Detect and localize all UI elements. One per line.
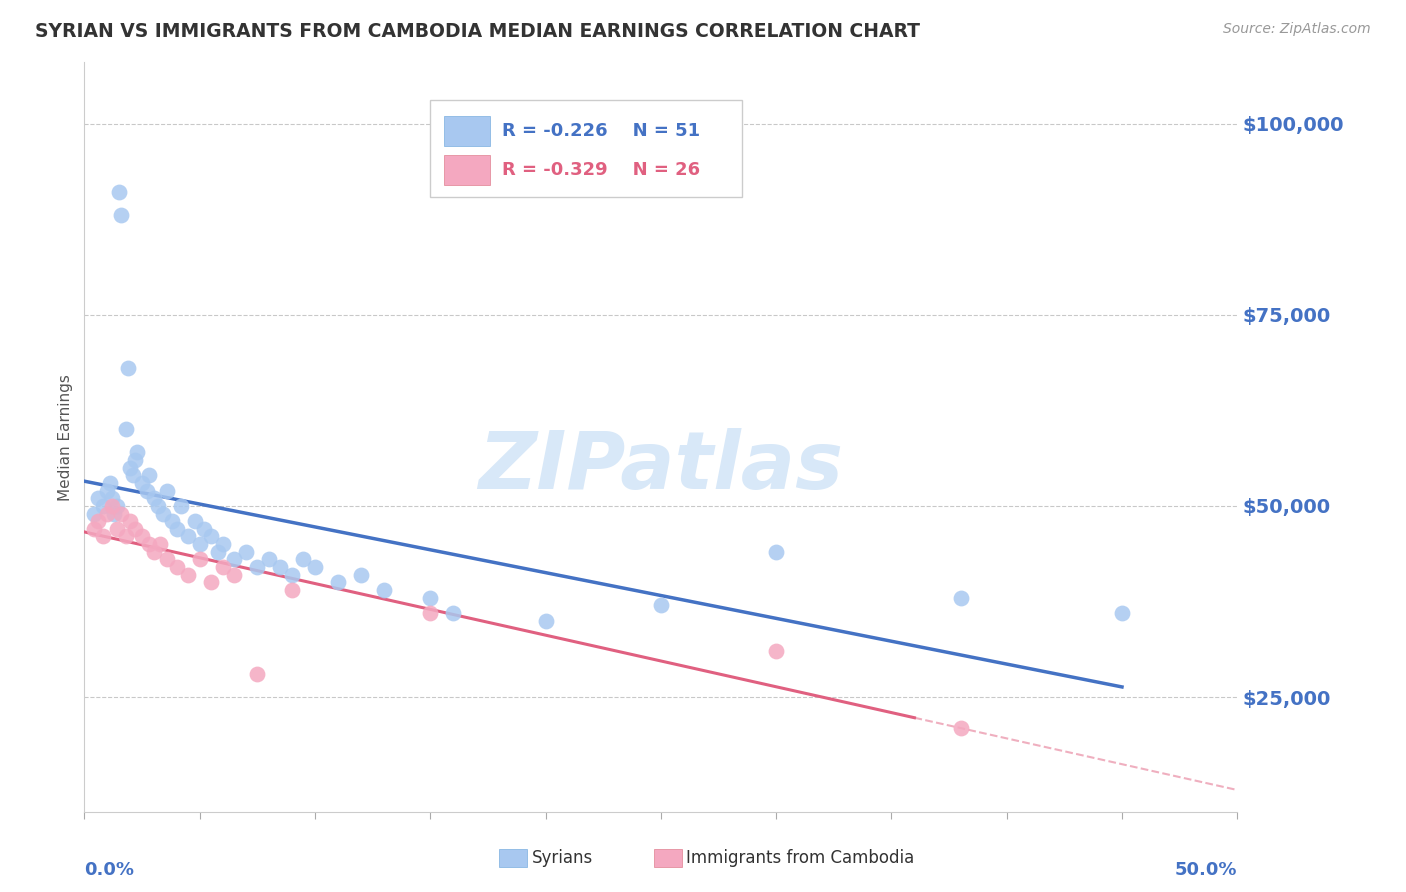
Text: SYRIAN VS IMMIGRANTS FROM CAMBODIA MEDIAN EARNINGS CORRELATION CHART: SYRIAN VS IMMIGRANTS FROM CAMBODIA MEDIA… xyxy=(35,22,920,41)
Point xyxy=(108,186,131,200)
Point xyxy=(419,591,441,605)
Point xyxy=(110,507,132,521)
Point xyxy=(281,582,304,597)
Point xyxy=(949,721,972,735)
Point xyxy=(83,522,105,536)
Point xyxy=(120,514,142,528)
Point xyxy=(650,599,672,613)
Text: ZIPatlas: ZIPatlas xyxy=(478,428,844,506)
Point xyxy=(103,507,125,521)
Point xyxy=(146,499,169,513)
Point xyxy=(149,537,172,551)
Point xyxy=(127,445,149,459)
FancyBboxPatch shape xyxy=(444,116,491,146)
Point xyxy=(177,567,200,582)
Point xyxy=(188,552,211,566)
Point xyxy=(441,606,464,620)
Point xyxy=(534,614,557,628)
Text: 50.0%: 50.0% xyxy=(1175,862,1237,880)
FancyBboxPatch shape xyxy=(430,100,741,197)
Point xyxy=(170,499,193,513)
Point xyxy=(121,468,143,483)
Point xyxy=(246,560,269,574)
Point xyxy=(419,606,441,620)
Point xyxy=(131,529,153,543)
Point xyxy=(105,522,128,536)
Point xyxy=(115,529,138,543)
Point xyxy=(166,522,188,536)
Point xyxy=(184,514,207,528)
Point xyxy=(120,460,142,475)
Point xyxy=(765,545,787,559)
Point xyxy=(160,514,183,528)
Point xyxy=(115,422,138,436)
Point xyxy=(91,529,114,543)
FancyBboxPatch shape xyxy=(444,155,491,186)
Point xyxy=(177,529,200,543)
Point xyxy=(188,537,211,551)
Point xyxy=(224,567,246,582)
Text: R = -0.329    N = 26: R = -0.329 N = 26 xyxy=(502,161,700,179)
Point xyxy=(101,499,124,513)
Point xyxy=(138,537,160,551)
Point xyxy=(326,575,349,590)
Text: 0.0%: 0.0% xyxy=(84,862,135,880)
Point xyxy=(91,499,114,513)
Point xyxy=(138,468,160,483)
Point xyxy=(142,491,165,506)
Point xyxy=(83,507,105,521)
Point xyxy=(124,453,146,467)
Point xyxy=(257,552,280,566)
Point xyxy=(135,483,157,498)
Point xyxy=(156,552,179,566)
Point xyxy=(98,475,121,490)
Point xyxy=(373,582,395,597)
Point xyxy=(207,545,229,559)
Point xyxy=(292,552,315,566)
Point xyxy=(304,560,326,574)
Point xyxy=(124,522,146,536)
Point xyxy=(131,475,153,490)
Point xyxy=(269,560,291,574)
Text: Syrians: Syrians xyxy=(531,849,593,867)
Point xyxy=(101,491,124,506)
Point xyxy=(200,575,222,590)
Point xyxy=(166,560,188,574)
Point xyxy=(193,522,215,536)
Point xyxy=(87,491,110,506)
Point xyxy=(105,499,128,513)
Text: Immigrants from Cambodia: Immigrants from Cambodia xyxy=(686,849,914,867)
Text: R = -0.226    N = 51: R = -0.226 N = 51 xyxy=(502,122,700,140)
Point xyxy=(235,545,257,559)
Point xyxy=(1111,606,1133,620)
Point xyxy=(96,507,118,521)
Point xyxy=(96,483,118,498)
Point xyxy=(87,514,110,528)
Point xyxy=(156,483,179,498)
Point xyxy=(281,567,304,582)
Point xyxy=(211,537,233,551)
Point xyxy=(949,591,972,605)
Point xyxy=(152,507,174,521)
Point xyxy=(765,644,787,658)
Point xyxy=(200,529,222,543)
Text: Source: ZipAtlas.com: Source: ZipAtlas.com xyxy=(1223,22,1371,37)
Y-axis label: Median Earnings: Median Earnings xyxy=(58,374,73,500)
Point xyxy=(211,560,233,574)
Point xyxy=(246,667,269,681)
Point xyxy=(350,567,373,582)
Point xyxy=(117,361,139,376)
Point xyxy=(110,208,132,222)
Point xyxy=(224,552,246,566)
Point xyxy=(142,545,165,559)
